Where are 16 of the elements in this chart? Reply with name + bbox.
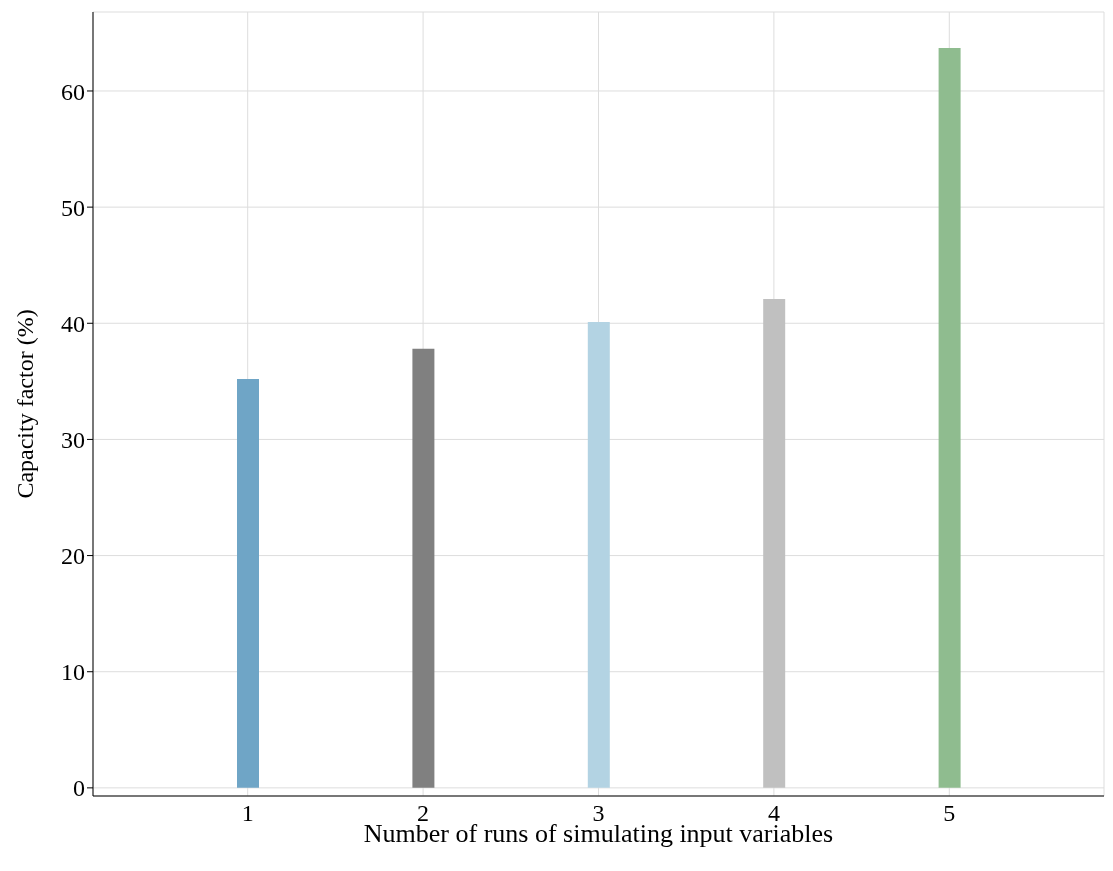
y-tick-label: 0 — [73, 775, 85, 802]
x-tick-label: 3 — [592, 800, 605, 827]
bar — [587, 322, 610, 788]
bar — [237, 379, 259, 788]
bar — [412, 348, 435, 788]
bar — [938, 48, 961, 788]
y-tick-label: 10 — [61, 659, 85, 686]
y-axis-title: Capacity factor (%) — [11, 309, 38, 499]
bar — [763, 298, 786, 788]
y-tick-label: 50 — [61, 194, 85, 221]
y-tick-label: 60 — [61, 78, 85, 105]
y-tick-label: 40 — [61, 310, 85, 337]
x-tick-label: 5 — [943, 800, 956, 827]
y-tick-label: 20 — [61, 543, 85, 570]
y-tick-label: 30 — [61, 426, 85, 453]
x-tick-label: 1 — [241, 800, 254, 827]
